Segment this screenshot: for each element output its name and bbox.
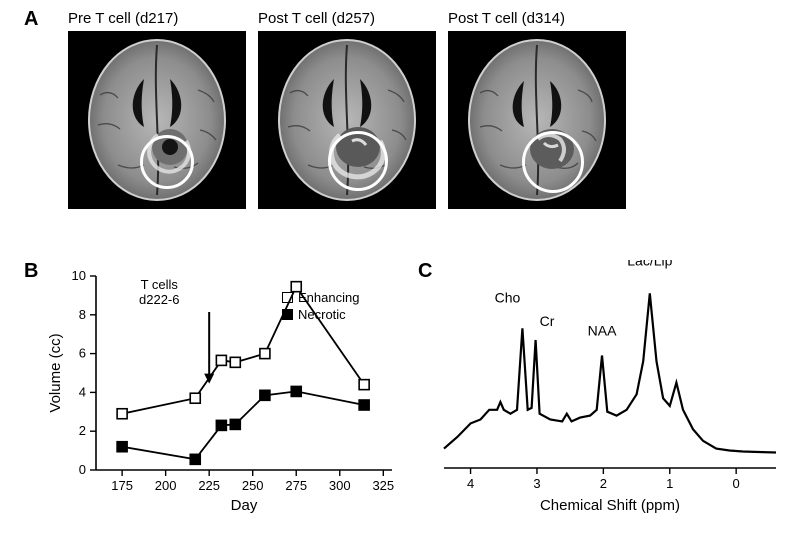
svg-text:2: 2 bbox=[79, 423, 86, 438]
svg-text:4: 4 bbox=[467, 476, 474, 491]
svg-text:275: 275 bbox=[285, 478, 307, 493]
svg-text:3: 3 bbox=[533, 476, 540, 491]
roi-circle-1 bbox=[140, 135, 194, 189]
mri-image-1 bbox=[68, 31, 246, 209]
mri-title-3: Post T cell (d314) bbox=[448, 10, 626, 27]
panel-a-label: A bbox=[24, 8, 38, 31]
legend-necrotic: Necrotic bbox=[282, 307, 359, 322]
mri-pre: Pre T cell (d217) bbox=[68, 10, 246, 209]
mri-image-3 bbox=[448, 31, 626, 209]
svg-text:8: 8 bbox=[79, 307, 86, 322]
mri-image-2 bbox=[258, 31, 436, 209]
svg-text:6: 6 bbox=[79, 346, 86, 361]
svg-text:Chemical Shift (ppm): Chemical Shift (ppm) bbox=[540, 497, 680, 514]
figure-root: A Pre T cell (d217) bbox=[0, 0, 800, 536]
legend-enhancing: Enhancing bbox=[282, 290, 359, 305]
roi-circle-2 bbox=[328, 131, 388, 191]
svg-text:4: 4 bbox=[79, 384, 86, 399]
svg-text:0: 0 bbox=[79, 462, 86, 477]
svg-text:Day: Day bbox=[231, 497, 258, 514]
legend-label-enhancing: Enhancing bbox=[298, 290, 359, 305]
svg-text:325: 325 bbox=[372, 478, 394, 493]
panel-b-legend: Enhancing Necrotic bbox=[282, 290, 359, 324]
svg-text:Volume (cc): Volume (cc) bbox=[47, 333, 64, 412]
svg-text:1: 1 bbox=[666, 476, 673, 491]
svg-text:0: 0 bbox=[733, 476, 740, 491]
svg-text:Cr: Cr bbox=[540, 313, 555, 329]
annotation-line2: d222-6 bbox=[139, 293, 179, 308]
svg-text:Cho: Cho bbox=[495, 289, 521, 305]
svg-text:10: 10 bbox=[72, 268, 86, 283]
svg-text:175: 175 bbox=[111, 478, 133, 493]
legend-label-necrotic: Necrotic bbox=[298, 307, 346, 322]
annotation-line1: T cells bbox=[139, 278, 179, 293]
panel-b-annotation: T cells d222-6 bbox=[139, 278, 179, 308]
panel-c-label: C bbox=[418, 260, 432, 283]
mri-post1: Post T cell (d257) bbox=[258, 10, 436, 209]
svg-text:200: 200 bbox=[155, 478, 177, 493]
legend-marker-filled bbox=[282, 309, 293, 320]
svg-text:NAA: NAA bbox=[588, 322, 617, 338]
panel-c-spectrum: 4 3 2 1 0 Chemical Shift (ppm) Cho Cr NAA Lac/Lip bbox=[432, 260, 788, 516]
mri-post2: Post T cell (d314) bbox=[448, 10, 626, 209]
roi-circle-3 bbox=[522, 131, 584, 193]
svg-text:Lac/Lip: Lac/Lip bbox=[627, 260, 672, 268]
mri-row: Pre T cell (d217) bbox=[68, 10, 768, 215]
panel-b-label: B bbox=[24, 260, 38, 283]
legend-marker-open bbox=[282, 292, 293, 303]
svg-text:250: 250 bbox=[242, 478, 264, 493]
mri-title-2: Post T cell (d257) bbox=[258, 10, 436, 27]
svg-text:2: 2 bbox=[600, 476, 607, 491]
mri-title-1: Pre T cell (d217) bbox=[68, 10, 246, 27]
svg-text:300: 300 bbox=[329, 478, 351, 493]
svg-text:225: 225 bbox=[198, 478, 220, 493]
